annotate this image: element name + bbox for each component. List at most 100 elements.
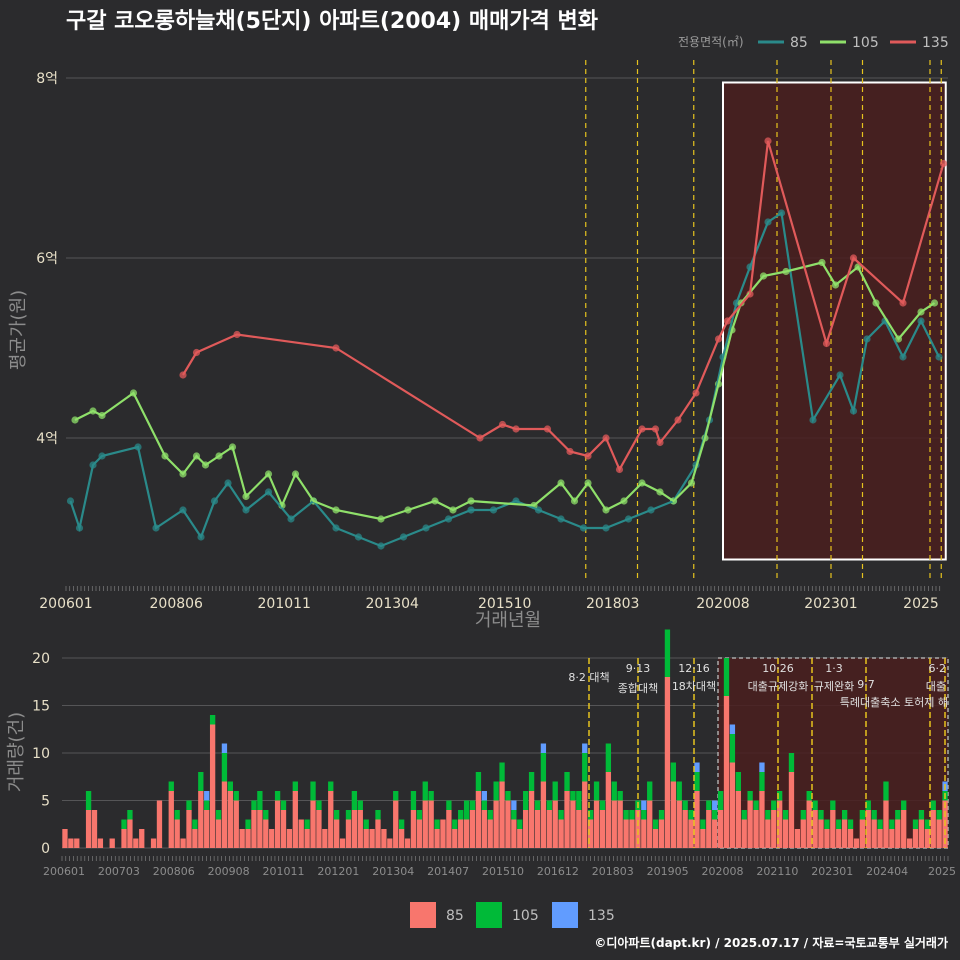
volume-bar-85 [540, 781, 547, 848]
top-x-axis-title: 거래년월 [475, 610, 541, 631]
volume-bar-105 [676, 781, 682, 801]
volume-bar-135 [712, 800, 718, 810]
bottom-x-tick-label: 201304 [372, 865, 414, 878]
bottom-y-tick-label: 20 [32, 651, 50, 667]
volume-bar-105 [517, 819, 523, 829]
volume-bar-85 [895, 819, 901, 848]
volume-bar-85 [924, 829, 930, 848]
volume-bar-105 [830, 800, 836, 810]
bottom-x-tick-label: 200908 [208, 865, 250, 878]
volume-bar-105 [274, 791, 281, 801]
volume-bar-85 [688, 819, 694, 848]
volume-bar-85 [139, 829, 145, 848]
volume-bar-105 [534, 800, 541, 810]
volume-bar-135 [641, 800, 647, 810]
volume-bar-85 [694, 791, 700, 848]
volume-bar-85 [481, 810, 487, 848]
volume-bar-105 [836, 819, 842, 829]
volume-bar-85 [339, 838, 346, 848]
event-label: 8·2 대책 [568, 671, 609, 684]
volume-bar-85 [936, 819, 942, 848]
volume-bar-85 [605, 772, 612, 848]
volume-bar-85 [109, 838, 115, 848]
bottom-legend-label-135: 135 [588, 908, 615, 924]
volume-bar-105 [316, 800, 322, 810]
volume-bar-105 [570, 791, 576, 801]
bottom-x-tick-label: 201803 [592, 865, 634, 878]
bottom-event-lines: 8·2 대책 9·13 종합대책 12·16 18차대책 10·26 대출규제강화 1·3 규제… [568, 658, 948, 848]
volume-bar-85 [133, 838, 139, 848]
event-label: 규제완화 [814, 680, 854, 693]
top-event-lines [585, 60, 942, 582]
volume-bar-105 [700, 819, 706, 829]
volume-bar-85 [865, 810, 871, 848]
volume-bar-105 [233, 791, 239, 801]
volume-bar-85 [871, 819, 877, 848]
top-x-tick-label: 202301 [804, 596, 857, 612]
top-x-tick-label: 201510 [478, 596, 531, 612]
top-x-tick-label: 202008 [696, 596, 749, 612]
volume-bar-85 [458, 819, 464, 848]
volume-bar-85 [209, 724, 216, 848]
volume-bar-105 [782, 810, 789, 820]
volume-bar-85 [410, 810, 417, 848]
volume-bar-105 [221, 753, 228, 782]
volume-bar-105 [788, 753, 795, 772]
volume-bar-85 [404, 838, 411, 848]
volume-bar-85 [912, 829, 919, 848]
volume-bar-105 [481, 800, 487, 810]
volume-bar-105 [605, 743, 612, 772]
volume-bar-85 [322, 829, 328, 848]
volume-bar-85 [463, 819, 470, 848]
volume-bar-135 [481, 791, 487, 801]
volume-bar-105 [292, 781, 298, 791]
volume-bar-105 [753, 800, 759, 810]
bottom-x-tick-label: 2025 [928, 865, 956, 878]
volume-bar-105 [747, 791, 753, 801]
volume-bar-105 [499, 762, 505, 782]
series-line-105 [74, 261, 936, 521]
volume-bar-85 [587, 819, 594, 848]
volume-bar-105 [357, 800, 363, 810]
volume-bar-85 [269, 829, 275, 848]
volume-bar-85 [357, 810, 363, 848]
volume-bar-105 [528, 772, 535, 791]
volume-bar-105 [422, 781, 428, 801]
bottom-x-tick-label: 201407 [427, 865, 469, 878]
event-label: 1·3 [825, 662, 843, 675]
volume-bar-85 [517, 829, 523, 848]
volume-bar-105 [280, 800, 287, 810]
volume-bar-105 [452, 819, 458, 829]
volume-bar-85 [676, 800, 682, 848]
volume-bar-105 [694, 772, 700, 791]
volume-bar-85 [91, 810, 98, 848]
bottom-legend-swatch-135 [552, 902, 578, 928]
volume-bar-105 [871, 810, 877, 820]
series-line-135 [182, 140, 945, 472]
event-label: 대출규제강화 [748, 680, 809, 693]
event-label: 특례대출축소 토허제 해 [840, 695, 948, 709]
volume-bar-105 [434, 819, 440, 829]
legend-label-105: 105 [852, 35, 879, 51]
volume-bar-85 [387, 838, 393, 848]
volume-bar-105 [593, 781, 600, 801]
bottom-x-tick-label: 201201 [317, 865, 359, 878]
top-highlight-box [722, 81, 947, 561]
top-y-ticks: 4억 6억 8억 [36, 71, 58, 447]
volume-bar-105 [706, 800, 712, 810]
bottom-legend-label-85: 85 [446, 908, 464, 924]
volume-bar-105 [859, 810, 866, 820]
volume-bar-105 [664, 629, 671, 677]
volume-bar-85 [97, 838, 104, 848]
event-label: 9·7 [857, 678, 875, 691]
volume-bar-135 [540, 743, 547, 753]
legend-title: 전용면적(㎡) [678, 35, 744, 49]
volume-bar-85 [316, 810, 322, 848]
volume-bar-85 [782, 819, 789, 848]
bottom-x-ticks: 200601 200703 200806 200908 201011 201201 2013… [43, 856, 956, 878]
volume-bar-85 [753, 810, 759, 848]
volume-bar-105 [582, 753, 588, 782]
volume-bar-105 [741, 810, 747, 820]
volume-bar-85 [759, 791, 765, 848]
volume-bar-85 [664, 677, 671, 848]
